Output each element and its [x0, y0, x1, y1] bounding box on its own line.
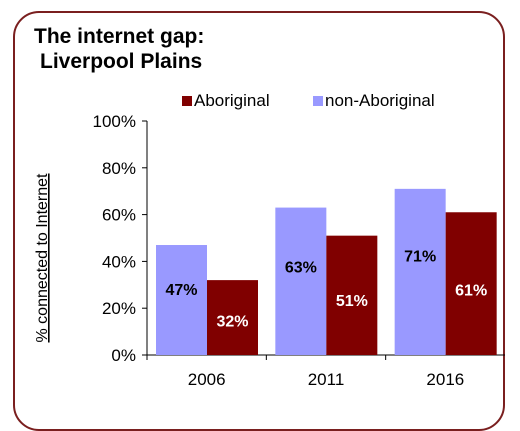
y-axis-title: % connected to Internet [34, 173, 51, 343]
data-label: 63% [285, 260, 317, 277]
title-line-2: Liverpool Plains [40, 50, 203, 73]
data-label: 51% [336, 293, 368, 310]
legend-swatch-aboriginal [182, 96, 192, 106]
bar-aboriginal-2011 [326, 235, 378, 355]
bar-chart: 0% 20% 40% 60% 80% 100% % connected to Interne… [34, 91, 505, 389]
y-tick-label: 80% [102, 159, 136, 178]
y-tick-label: 60% [102, 206, 136, 225]
y-tick-label: 20% [102, 299, 136, 318]
x-tick-label: 2011 [308, 370, 345, 389]
legend-swatch-non-aboriginal [313, 96, 323, 106]
y-tick-label: 0% [111, 346, 136, 365]
y-tick-label: 100% [93, 112, 136, 131]
bar-aboriginal-2016 [445, 212, 497, 355]
legend-label: non-Aboriginal [325, 91, 435, 110]
y-tick-label: 40% [102, 252, 136, 271]
bar-non-aboriginal-2016 [394, 188, 446, 355]
data-label: 71% [404, 248, 436, 265]
bar-non-aboriginal-2011 [275, 207, 327, 355]
data-label: 61% [455, 282, 487, 299]
data-label: 47% [165, 282, 197, 299]
data-label: 32% [216, 314, 248, 331]
chart-title: The internet gap: Liverpool Plains [34, 24, 204, 74]
bar-non-aboriginal-2006 [156, 245, 207, 355]
x-tick-label: 2006 [188, 370, 226, 389]
legend-label: Aboriginal [194, 91, 270, 110]
bar-aboriginal-2006 [207, 280, 258, 355]
x-tick-label: 2016 [426, 370, 464, 389]
title-line-1: The internet gap: [34, 25, 205, 48]
